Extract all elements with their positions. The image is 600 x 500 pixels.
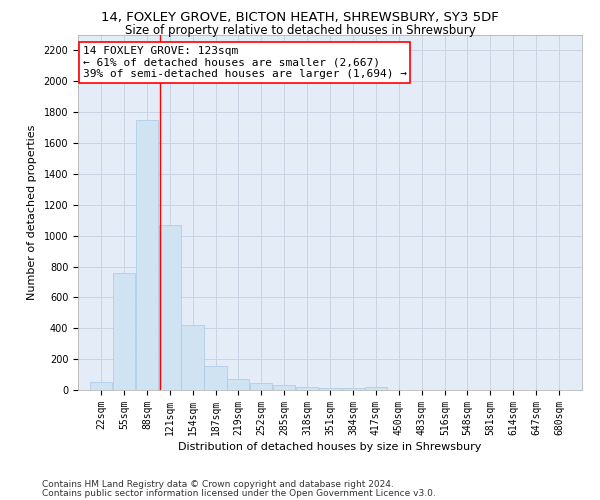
Y-axis label: Number of detached properties: Number of detached properties xyxy=(26,125,37,300)
Text: 14 FOXLEY GROVE: 123sqm
← 61% of detached houses are smaller (2,667)
39% of semi: 14 FOXLEY GROVE: 123sqm ← 61% of detache… xyxy=(83,46,407,79)
Bar xyxy=(365,387,388,390)
Bar xyxy=(341,388,364,390)
Bar xyxy=(113,272,136,390)
Text: Contains HM Land Registry data © Crown copyright and database right 2024.: Contains HM Land Registry data © Crown c… xyxy=(42,480,394,489)
Bar xyxy=(227,379,250,390)
Bar xyxy=(181,325,204,390)
Text: Size of property relative to detached houses in Shrewsbury: Size of property relative to detached ho… xyxy=(125,24,475,37)
Bar xyxy=(296,387,319,390)
X-axis label: Distribution of detached houses by size in Shrewsbury: Distribution of detached houses by size … xyxy=(178,442,482,452)
Bar xyxy=(319,388,341,390)
Bar xyxy=(158,225,181,390)
Text: Contains public sector information licensed under the Open Government Licence v3: Contains public sector information licen… xyxy=(42,488,436,498)
Bar xyxy=(89,382,112,390)
Text: 14, FOXLEY GROVE, BICTON HEATH, SHREWSBURY, SY3 5DF: 14, FOXLEY GROVE, BICTON HEATH, SHREWSBU… xyxy=(101,11,499,24)
Bar xyxy=(250,383,272,390)
Bar xyxy=(205,366,227,390)
Bar xyxy=(272,386,295,390)
Bar xyxy=(136,120,158,390)
